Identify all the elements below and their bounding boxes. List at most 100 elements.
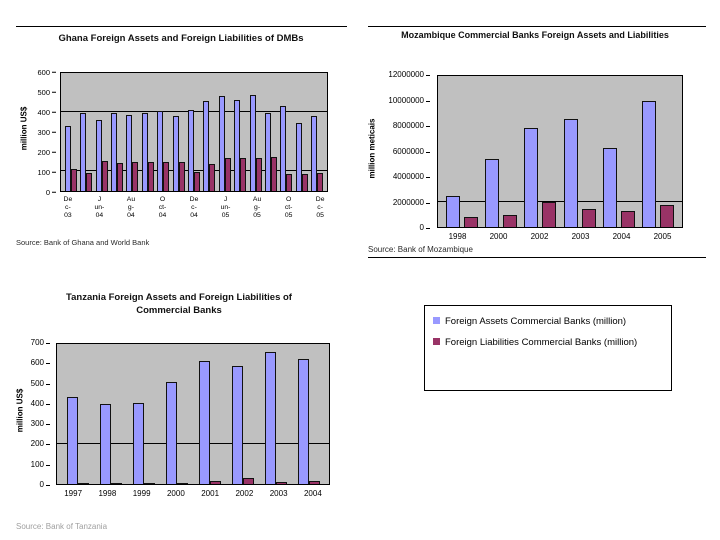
bar — [301, 174, 308, 191]
bar — [70, 169, 77, 191]
bar — [178, 162, 185, 191]
x-tick-label: 1998 — [98, 489, 117, 498]
bar-group — [202, 73, 217, 191]
bar — [311, 116, 318, 191]
bar — [286, 174, 293, 191]
bar-group — [481, 76, 520, 227]
y-tick-label: 500 — [16, 379, 50, 388]
mozambique-source-note: Source: Bank of Mozambique — [368, 245, 473, 254]
bar — [581, 209, 596, 227]
bar — [280, 106, 287, 191]
y-tick-label: 6000000 — [378, 147, 430, 156]
bar-group — [226, 344, 259, 484]
bar-group — [171, 73, 186, 191]
bar-group — [125, 73, 140, 191]
bar-group — [294, 73, 309, 191]
bar-group — [310, 73, 325, 191]
x-tick-label: 2004 — [303, 489, 322, 498]
bar — [308, 481, 320, 484]
bar — [445, 195, 460, 227]
bar-group — [599, 76, 638, 227]
bar — [297, 359, 309, 484]
mozambique-x-axis-labels: 1998 2000 2002 2003 2004 2005 — [437, 232, 683, 242]
bar — [77, 483, 89, 484]
y-tick-label: 300 — [20, 128, 56, 136]
bar — [234, 99, 241, 191]
bar-group — [63, 73, 78, 191]
bar — [110, 113, 117, 191]
bar — [542, 202, 557, 227]
bar-group — [560, 76, 599, 227]
bar — [165, 382, 177, 484]
bar — [270, 156, 277, 191]
bar — [66, 397, 78, 484]
tanzania-chart: Tanzania Foreign Assets and Foreign Liab… — [14, 288, 344, 540]
bar-group — [61, 344, 94, 484]
bar — [231, 366, 243, 484]
bar — [275, 482, 287, 484]
tanzania-y-axis-ticks: 0 100 200 300 400 500 600 700 — [16, 339, 50, 489]
bar — [198, 361, 210, 484]
gridline — [61, 170, 327, 172]
bar — [502, 215, 517, 227]
y-tick-label: 0 — [378, 224, 430, 232]
bar — [602, 147, 617, 227]
y-tick-label: 8000000 — [378, 122, 430, 130]
bar — [187, 110, 194, 191]
bar — [209, 164, 216, 191]
y-tick-label: 600 — [16, 359, 50, 367]
x-tick-label: De c- 03 — [63, 196, 73, 220]
y-tick-label: 100 — [16, 460, 50, 469]
x-tick-label: 2002 — [235, 489, 254, 498]
x-tick-label: 2001 — [201, 489, 220, 498]
gridline — [57, 443, 329, 444]
x-tick-label: 2004 — [612, 232, 631, 241]
bar — [172, 116, 179, 191]
x-tick-label — [107, 196, 123, 220]
bar — [524, 127, 539, 227]
bar — [249, 94, 256, 191]
mozambique-plot-area — [437, 75, 683, 228]
y-tick-label: 0 — [16, 481, 50, 489]
bar — [620, 210, 635, 227]
y-tick-label: 0 — [20, 188, 56, 196]
bar — [224, 157, 231, 191]
x-tick-label: 2003 — [269, 489, 288, 498]
divider-line — [16, 26, 347, 27]
x-tick-label: Au g- 05 — [252, 196, 262, 220]
y-tick-label: 10000000 — [378, 96, 430, 105]
gridline — [61, 111, 327, 113]
bar-group — [160, 344, 193, 484]
bar — [463, 216, 478, 227]
y-tick-label: 400 — [20, 108, 56, 116]
x-tick-label: 2005 — [653, 232, 672, 241]
bar-group — [232, 73, 247, 191]
tanzania-source-note: Source: Bank of Tanzania — [16, 522, 108, 531]
bar-group — [109, 73, 124, 191]
y-tick-label: 300 — [16, 420, 50, 428]
mozambique-chart: Mozambique Commercial Banks Foreign Asse… — [362, 20, 708, 268]
divider-line — [368, 26, 706, 27]
y-tick-label: 400 — [16, 399, 50, 408]
bar-group — [279, 73, 294, 191]
bar-group — [94, 344, 127, 484]
bar — [64, 126, 71, 191]
bar-group — [94, 73, 109, 191]
bar-group — [140, 73, 155, 191]
bar — [563, 118, 578, 227]
bar-group — [186, 73, 201, 191]
y-tick-label: 700 — [16, 339, 50, 347]
bar — [255, 157, 262, 191]
bar — [209, 481, 221, 484]
ghana-chart-title: Ghana Foreign Assets and Foreign Liabili… — [58, 33, 304, 44]
bar — [141, 113, 148, 191]
tanzania-plot-area — [56, 343, 330, 485]
ghana-y-axis-ticks: 0 100 200 300 400 500 600 — [20, 68, 56, 195]
x-tick-label: 2003 — [571, 232, 590, 241]
bar — [193, 172, 200, 191]
bar — [95, 120, 102, 191]
bar-group — [78, 73, 93, 191]
